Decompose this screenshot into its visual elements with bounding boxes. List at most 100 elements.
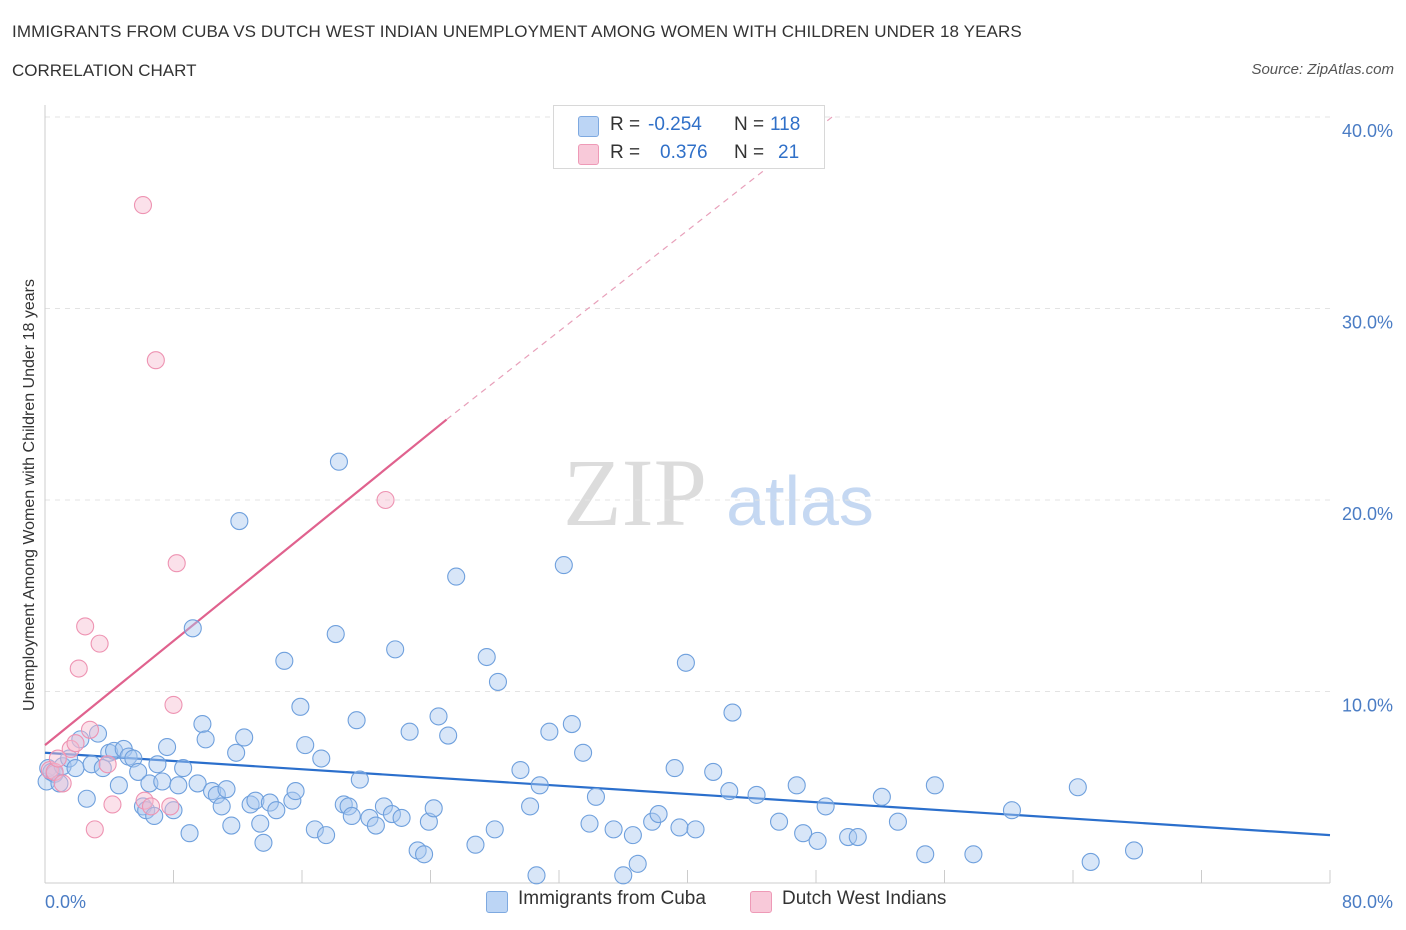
watermark-zip: ZIP (563, 439, 707, 546)
legend-n-label: N = (734, 142, 765, 163)
cuba-point (329, 452, 348, 471)
dutch-point (98, 755, 117, 774)
legend-swatch-cuba (578, 116, 599, 137)
cuba-point (366, 816, 385, 835)
cuba-point (312, 749, 331, 768)
cuba-point (305, 820, 324, 839)
grid-lines (45, 116, 1330, 692)
cuba-point (286, 782, 305, 801)
cuba-point (283, 791, 302, 810)
cuba-point (649, 805, 668, 824)
correlation-legend: R = -0.254 N = 118 R = 0.376 N = 21 (553, 105, 825, 169)
x-tick-label: 0.0% (45, 892, 86, 912)
cuba-point (916, 845, 935, 864)
cuba-point (193, 715, 212, 734)
cuba-point (888, 812, 907, 831)
cuba-point (342, 806, 361, 826)
chart-subtitle: CORRELATION CHART (12, 61, 197, 80)
cuba-point (429, 707, 448, 726)
legend-r-label: R = (610, 114, 641, 135)
cuba-point (66, 759, 85, 778)
cuba-point (169, 776, 188, 795)
cuba-point (720, 782, 739, 801)
cuba-point (188, 774, 207, 793)
dutch-point (90, 634, 109, 653)
cuba-point (222, 816, 241, 835)
cuba-point (686, 820, 705, 839)
cuba-point (477, 647, 496, 667)
cuba-point (447, 567, 466, 586)
cuba-point (794, 824, 813, 843)
cuba-point (816, 797, 835, 816)
dutch-point (161, 797, 180, 816)
y-tick-label: 10.0% (1342, 696, 1393, 716)
cuba-point (267, 801, 286, 820)
cuba-point (1081, 852, 1100, 871)
cuba-point (392, 808, 411, 827)
dutch-point (53, 774, 72, 793)
cuba-point (82, 755, 101, 774)
cuba-point (183, 619, 202, 638)
dutch-point (146, 351, 165, 370)
dutch-point (164, 695, 183, 714)
cuba-point (350, 770, 369, 789)
cuba-point (77, 789, 96, 808)
cuba-point (400, 722, 419, 741)
watermark-atlas: atlas (726, 462, 874, 540)
cuba-point (723, 703, 742, 722)
cuba-point (580, 814, 599, 833)
cuba-point (676, 653, 695, 672)
dutch-point (133, 196, 153, 215)
cuba-point (415, 845, 434, 864)
dutch-trend-line (44, 418, 448, 746)
cuba-point (628, 854, 647, 873)
dutch-point (80, 720, 100, 739)
cuba-point (129, 762, 148, 781)
cuba-point (326, 624, 345, 644)
cuba-point (347, 711, 366, 730)
cuba-point (604, 820, 623, 839)
data-points (37, 196, 1144, 885)
legend-n-label: N = (734, 114, 765, 135)
cuba-point (574, 743, 593, 762)
cuba-point (704, 762, 723, 781)
cuba-point (196, 730, 215, 749)
cuba-point (554, 556, 573, 575)
cuba-point (747, 785, 766, 804)
cuba-point (643, 812, 662, 831)
cuba-point (485, 820, 504, 839)
cuba-point (386, 640, 405, 659)
dutch-point (103, 795, 122, 814)
cuba-point (227, 743, 246, 762)
cuba-point (124, 749, 143, 768)
cuba-point (212, 797, 231, 816)
cuba-point (153, 772, 172, 791)
cuba-point (511, 760, 530, 780)
legend-r-value: -0.254 (648, 114, 702, 135)
cuba-point (148, 755, 167, 774)
series-label-cuba: Immigrants from Cuba (518, 888, 706, 909)
cuba-point (488, 672, 508, 691)
dutch-point (76, 617, 95, 636)
cuba-point (623, 826, 642, 845)
cuba-point (296, 736, 315, 755)
cuba-point (770, 812, 789, 831)
cuba-point (586, 787, 605, 806)
legend-n-value: 21 (778, 142, 800, 163)
cuba-trend-line (44, 751, 1331, 837)
x-tick-labels: 0.0% 80.0% (45, 892, 1393, 912)
cuba-point (254, 833, 273, 852)
series-label-dutch: Dutch West Indians (782, 888, 947, 909)
cuba-point (275, 651, 294, 670)
legend-r-label: R = (610, 142, 641, 163)
cuba-point (925, 776, 944, 795)
cuba-point (251, 814, 270, 833)
cuba-point (964, 845, 983, 864)
dutch-point (141, 797, 161, 816)
cuba-point (787, 776, 806, 795)
dutch-point (48, 749, 67, 768)
cuba-point (180, 824, 199, 843)
cuba-point (158, 737, 177, 757)
cuba-point (527, 866, 546, 885)
